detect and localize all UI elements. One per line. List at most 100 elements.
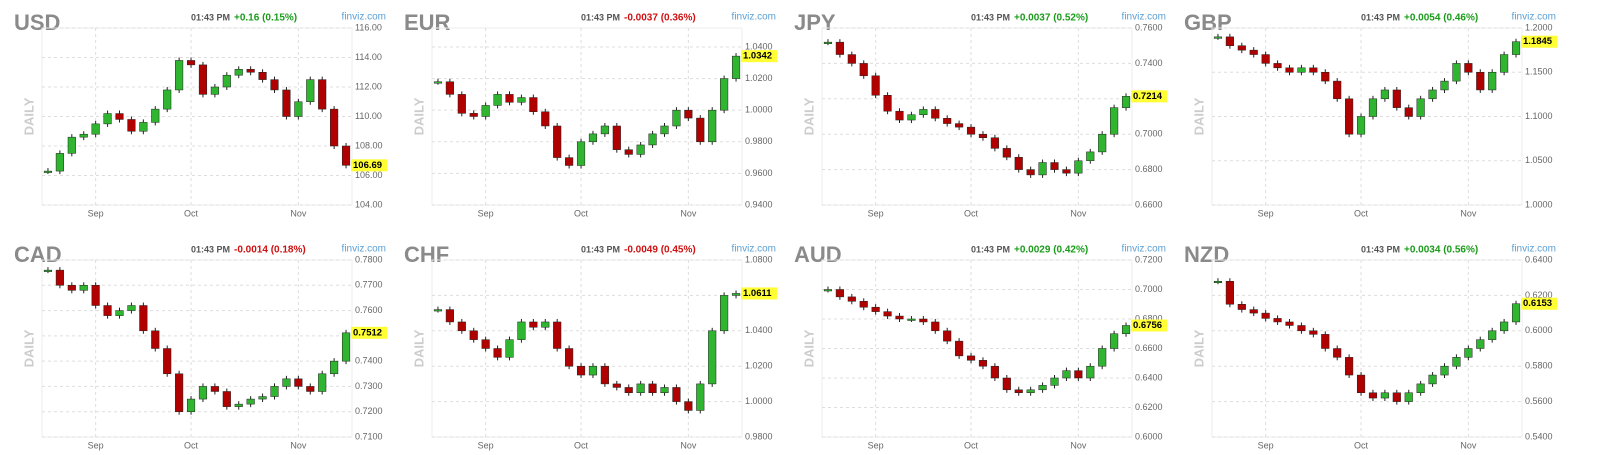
panel-title: NZD bbox=[1184, 242, 1229, 267]
candle-body bbox=[835, 289, 844, 298]
candle-body bbox=[1488, 330, 1497, 340]
candle-body bbox=[919, 109, 928, 115]
y-tick-label: 1.2000 bbox=[1525, 22, 1553, 32]
candle-body bbox=[823, 41, 833, 44]
y-tick-label: 1.0000 bbox=[745, 105, 773, 115]
last-price-box bbox=[741, 50, 777, 63]
candle-body bbox=[612, 125, 621, 150]
candle-body bbox=[1026, 389, 1035, 394]
y-tick-label: 1.0000 bbox=[745, 396, 773, 406]
candle-body bbox=[341, 332, 351, 362]
candle-body bbox=[1273, 63, 1282, 69]
candle-body bbox=[270, 79, 279, 91]
candle-body bbox=[1074, 160, 1083, 174]
candle-body bbox=[457, 94, 466, 114]
change: +0.0037 (0.52%) bbox=[1014, 13, 1088, 24]
y-tick-label: 0.6400 bbox=[1525, 254, 1553, 264]
candle-body bbox=[883, 311, 892, 317]
candle-body bbox=[1452, 357, 1461, 367]
x-tick-label: Oct bbox=[1354, 440, 1369, 450]
candle-body bbox=[341, 145, 351, 166]
candle-body bbox=[990, 365, 999, 379]
x-tick-label: Sep bbox=[868, 208, 884, 218]
candle-body bbox=[210, 86, 219, 95]
y-tick-label: 108.00 bbox=[355, 140, 383, 150]
candle-body bbox=[588, 133, 598, 143]
change: +0.0054 (0.46%) bbox=[1404, 13, 1478, 24]
candle-body bbox=[955, 123, 964, 128]
candle-body bbox=[517, 321, 526, 340]
period-label: DAILY bbox=[1191, 329, 1206, 367]
candle-body bbox=[151, 108, 160, 123]
candle-body bbox=[1356, 374, 1366, 394]
y-tick-label: 106.00 bbox=[355, 170, 383, 180]
candle-body bbox=[1098, 133, 1107, 153]
candle-body bbox=[210, 386, 219, 392]
candle-body bbox=[1050, 377, 1059, 386]
change: +0.0034 (0.56%) bbox=[1404, 245, 1478, 256]
candle-body bbox=[43, 170, 53, 173]
candle-body bbox=[139, 305, 148, 332]
candle-body bbox=[1368, 392, 1378, 399]
candle-body bbox=[493, 348, 502, 358]
y-tick-label: 0.6800 bbox=[1135, 313, 1163, 323]
candle-body bbox=[919, 318, 928, 323]
candle-body bbox=[222, 391, 231, 407]
candle-body bbox=[529, 97, 538, 113]
candle-body bbox=[871, 75, 880, 96]
chart-panel: EUR 01:43 PM -0.0037 (0.36%) finviz.com DAIL… bbox=[404, 10, 777, 218]
candle-body bbox=[330, 360, 339, 375]
change: +0.16 (0.15%) bbox=[234, 13, 297, 24]
candle-body bbox=[1392, 392, 1401, 402]
candle-body bbox=[1062, 370, 1071, 379]
candle-body bbox=[1237, 304, 1246, 310]
y-tick-label: 0.9400 bbox=[745, 199, 773, 209]
x-tick-label: Sep bbox=[478, 208, 494, 218]
last-price: 1.0342 bbox=[743, 51, 772, 62]
candle-body bbox=[1309, 330, 1318, 335]
candle-body bbox=[1297, 67, 1306, 73]
last-price: 0.7512 bbox=[353, 327, 382, 338]
candle-body bbox=[1452, 63, 1461, 82]
chart-panel: USD 01:43 PM +0.16 (0.15%) finviz.com DAILY 1… bbox=[14, 10, 387, 218]
x-tick-label: Oct bbox=[184, 440, 199, 450]
candle-body bbox=[588, 365, 598, 376]
last-price-box bbox=[1131, 90, 1167, 103]
x-tick-label: Nov bbox=[1070, 208, 1087, 218]
last-price: 106.69 bbox=[353, 160, 382, 171]
source: finviz.com bbox=[1512, 12, 1556, 23]
candle-body bbox=[612, 383, 621, 388]
candle-body bbox=[847, 296, 856, 302]
plot-frame bbox=[821, 27, 1133, 206]
candle-body bbox=[1464, 348, 1473, 358]
last-price: 0.7214 bbox=[1133, 91, 1163, 102]
candle-body bbox=[576, 141, 586, 166]
candle-body bbox=[1002, 148, 1011, 158]
candle-body bbox=[1333, 80, 1342, 100]
y-tick-label: 0.6600 bbox=[1135, 343, 1163, 353]
candle-body bbox=[186, 60, 196, 66]
plot-frame bbox=[431, 259, 743, 438]
candle-body bbox=[1285, 321, 1294, 326]
y-tick-label: 0.7000 bbox=[1135, 129, 1163, 139]
source: finviz.com bbox=[732, 12, 776, 23]
candle-body bbox=[234, 69, 243, 76]
candle-body bbox=[91, 123, 100, 135]
candle-body bbox=[1440, 365, 1449, 376]
candle-body bbox=[553, 321, 562, 349]
y-tick-label: 1.1000 bbox=[1525, 111, 1553, 121]
y-tick-label: 0.6400 bbox=[1135, 372, 1163, 382]
candle-body bbox=[282, 378, 291, 387]
y-tick-label: 0.7600 bbox=[355, 305, 383, 315]
candle-body bbox=[1511, 303, 1521, 323]
candle-body bbox=[1038, 385, 1047, 391]
candle-body bbox=[1464, 63, 1473, 73]
y-tick-label: 0.6200 bbox=[1135, 402, 1163, 412]
candle-body bbox=[1476, 72, 1485, 91]
candle-body bbox=[1213, 280, 1223, 283]
y-tick-label: 0.7700 bbox=[355, 280, 383, 290]
candle-body bbox=[1038, 162, 1047, 176]
x-tick-label: Sep bbox=[88, 208, 104, 218]
candle-body bbox=[1062, 169, 1071, 174]
y-tick-label: 1.0200 bbox=[745, 73, 773, 83]
